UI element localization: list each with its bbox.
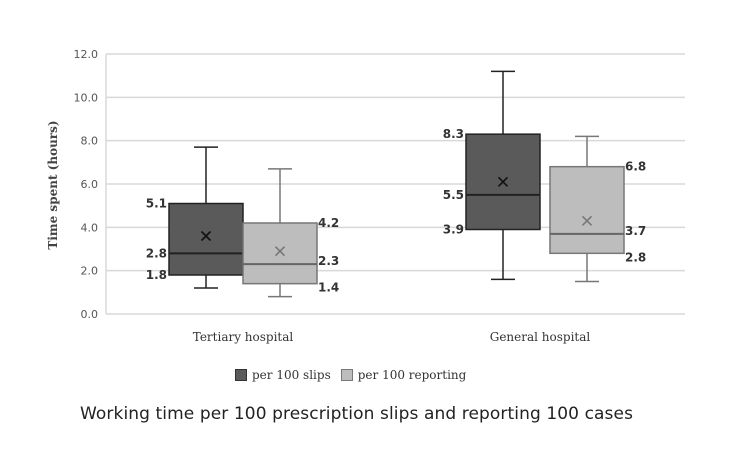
category-label: Tertiary hospital [193, 330, 294, 344]
legend-swatch-slips [235, 369, 247, 381]
category-labels: Tertiary hospital General hospital [193, 330, 591, 344]
mean-marker [581, 215, 593, 226]
category-label: General hospital [490, 330, 591, 344]
box-iqr [549, 165, 625, 255]
y-tick-label: 6.0 [81, 178, 99, 191]
value-label-median: 5.5 [443, 188, 464, 202]
mean-marker [200, 230, 212, 242]
value-label-q1: 1.4 [318, 281, 339, 295]
mean-marker [497, 176, 509, 187]
box-per-100-reporting-0: 4.2 2.3 1.4 [242, 168, 339, 298]
mean-marker [274, 246, 286, 257]
legend-label-slips: per 100 slips [252, 368, 331, 382]
value-label-q1: 1.8 [146, 268, 167, 282]
y-tick-label: 10.0 [74, 91, 99, 104]
legend-label-reporting: per 100 reporting [357, 368, 467, 382]
y-tick-label: 12.0 [74, 48, 99, 61]
legend-swatch-reporting [340, 369, 353, 381]
legend-item-reporting: per 100 reporting [340, 368, 467, 382]
value-label-q3: 4.2 [318, 216, 339, 230]
legend-item-slips: per 100 slips [235, 368, 331, 382]
box-iqr [242, 222, 318, 285]
y-tick-label: 8.0 [81, 135, 99, 148]
y-tick-label: 0.0 [81, 308, 99, 321]
value-label-q3: 5.1 [146, 197, 167, 211]
box-per-100-slips-1: 8.3 5.5 3.9 [443, 70, 541, 281]
boxes: 5.1 2.8 1.8 8.3 5.5 3.9 4.2 2.3 1.4 6.8 3.7 2.8 [146, 70, 646, 298]
y-tick-label: 4.0 [81, 221, 99, 234]
value-label-q3: 8.3 [443, 127, 464, 141]
value-label-q3: 6.8 [625, 160, 646, 174]
y-axis-ticks: 0.0 2.0 4.0 6.0 8.0 10.0 12.0 [74, 48, 99, 321]
box-per-100-slips-0: 5.1 2.8 1.8 [146, 146, 244, 289]
value-label-q1: 3.9 [443, 223, 464, 237]
value-label-median: 2.8 [146, 246, 167, 260]
value-label-q1: 2.8 [625, 250, 646, 264]
box-iqr [168, 202, 244, 276]
box-per-100-reporting-1: 6.8 3.7 2.8 [549, 135, 646, 283]
value-label-median: 2.3 [318, 254, 339, 268]
y-tick-label: 2.0 [81, 265, 99, 278]
y-axis-label: Time spent (hours) [46, 120, 60, 249]
legend: per 100 slips per 100 reporting [235, 368, 476, 382]
figure-caption: Working time per 100 prescription slips … [80, 404, 634, 424]
value-label-median: 3.7 [625, 224, 646, 238]
